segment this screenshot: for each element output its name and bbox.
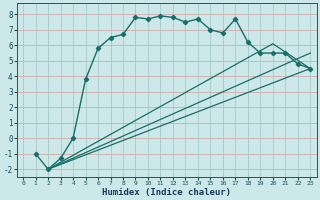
X-axis label: Humidex (Indice chaleur): Humidex (Indice chaleur) [102,188,231,197]
